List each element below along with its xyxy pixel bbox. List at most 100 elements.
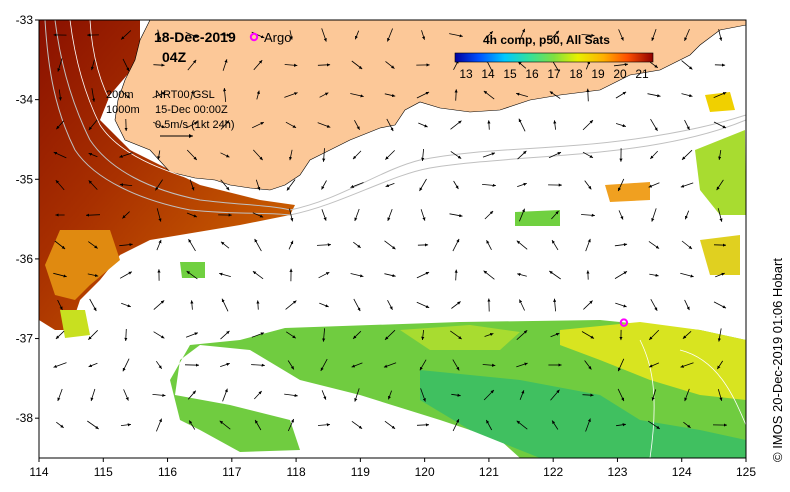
- current-vector: [284, 393, 298, 398]
- current-vector: [384, 240, 396, 250]
- current-vector: [91, 88, 96, 102]
- current-vector: [519, 208, 525, 222]
- colorbar-tick-label: 14: [481, 67, 495, 81]
- sst-contour: [89, 20, 116, 111]
- current-vector: [487, 120, 491, 130]
- current-vector: [420, 209, 426, 221]
- current-vector: [485, 419, 493, 431]
- current-vector: [680, 272, 694, 278]
- current-vector: [153, 300, 165, 310]
- current-vector: [387, 208, 393, 222]
- time-label: 04Z: [162, 49, 187, 65]
- current-vector: [384, 329, 396, 341]
- current-vector: [121, 302, 131, 308]
- current-vector: [553, 298, 557, 312]
- current-vector: [451, 301, 461, 309]
- current-vector: [352, 330, 362, 340]
- current-vector: [717, 208, 723, 222]
- current-vector: [384, 93, 396, 98]
- current-vector: [221, 298, 229, 312]
- current-vector: [486, 240, 492, 250]
- current-vector: [584, 360, 592, 370]
- current-vector: [416, 271, 430, 279]
- y-tick-label: -38: [16, 411, 34, 425]
- current-vector: [220, 179, 230, 191]
- current-vector: [155, 179, 163, 191]
- current-vector: [256, 90, 260, 100]
- current-vector: [581, 331, 595, 339]
- current-vector: [484, 333, 494, 337]
- sst-patch-east: [705, 92, 735, 112]
- current-vector: [285, 121, 297, 129]
- current-vector: [516, 420, 528, 430]
- current-vector: [483, 270, 495, 280]
- current-vector: [684, 119, 690, 131]
- current-vector: [581, 213, 595, 217]
- current-vector: [254, 390, 262, 400]
- current-vector: [517, 272, 527, 277]
- current-vector: [122, 211, 130, 219]
- y-tick-label: -34: [16, 93, 34, 107]
- current-vector: [684, 28, 690, 42]
- current-vector: [681, 93, 693, 98]
- current-vector: [615, 302, 627, 308]
- current-vector: [651, 389, 657, 401]
- x-axis: 114 115 116 117 118 119 120 121 122 123 124 125: [29, 458, 756, 479]
- current-vector: [119, 271, 133, 279]
- colorbar-tick-label: 16: [525, 67, 539, 81]
- current-vector: [222, 59, 228, 71]
- current-vector: [585, 418, 591, 432]
- current-vector: [186, 212, 198, 218]
- sst-patch-east: [605, 182, 650, 202]
- current-vector: [251, 121, 265, 129]
- current-vector: [516, 362, 528, 368]
- current-vector: [648, 329, 660, 341]
- x-tick-label: 120: [415, 465, 435, 479]
- current-vector: [121, 91, 131, 99]
- current-vector: [518, 28, 526, 42]
- y-tick-label: -36: [16, 252, 34, 266]
- current-vector: [680, 362, 694, 368]
- sst-patch-east: [515, 210, 560, 226]
- x-tick-label: 116: [158, 465, 177, 479]
- current-vector: [354, 30, 360, 40]
- current-vector: [681, 60, 693, 70]
- current-vector: [122, 58, 130, 72]
- current-vector: [88, 362, 98, 368]
- product-date-label: 15-Dec 00:00Z: [155, 104, 228, 116]
- current-vector: [120, 423, 132, 427]
- current-vector: [386, 118, 394, 132]
- current-vector: [647, 420, 661, 430]
- current-vector: [482, 363, 496, 367]
- current-vector: [188, 420, 196, 430]
- x-tick-label: 121: [479, 465, 499, 479]
- current-vector: [517, 182, 527, 187]
- current-vector: [321, 28, 327, 42]
- current-vector: [385, 61, 395, 69]
- current-vector: [253, 59, 263, 71]
- current-vector: [288, 149, 293, 161]
- current-vector: [454, 269, 458, 281]
- current-vector: [617, 388, 625, 402]
- current-vector: [285, 300, 297, 310]
- current-vector: [123, 389, 129, 401]
- sst-patch-east: [180, 262, 205, 278]
- current-vector: [713, 92, 727, 98]
- current-vector: [186, 149, 198, 161]
- current-vector: [317, 63, 331, 67]
- current-vector: [55, 330, 65, 340]
- current-vector: [220, 362, 230, 367]
- current-vector: [715, 272, 725, 278]
- current-vector: [352, 150, 362, 160]
- current-vector: [451, 393, 461, 397]
- current-vector: [285, 331, 297, 339]
- current-vector: [353, 298, 361, 312]
- current-vector: [450, 151, 462, 159]
- argo-legend-label: Argo: [264, 30, 291, 45]
- current-vector: [616, 423, 626, 427]
- current-vector: [316, 243, 332, 247]
- current-vector: [351, 60, 363, 70]
- current-vector: [153, 331, 165, 339]
- current-vector: [87, 420, 99, 430]
